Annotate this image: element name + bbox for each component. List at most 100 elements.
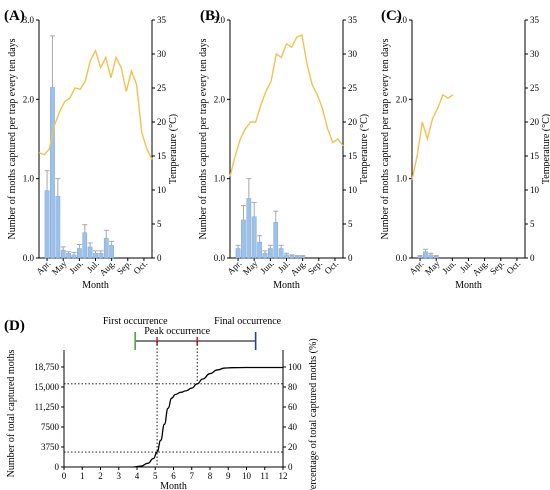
bar: [87, 246, 93, 259]
y-tick-label: 2.0: [396, 94, 408, 104]
x-tick-label: May: [423, 258, 442, 277]
y2-tick-label: 20: [530, 117, 540, 127]
bar: [103, 237, 109, 259]
x-tick-label: Apr.: [34, 258, 52, 276]
y2-tick-label: 0: [348, 253, 353, 263]
y2-tick-label: 0: [288, 462, 293, 472]
temperature-line: [38, 48, 153, 160]
x-tick-label: Sep.: [115, 258, 133, 276]
y2-tick-label: 100: [288, 362, 302, 372]
x-tick-label: Jun.: [440, 258, 458, 276]
panel-c: (C) 0.0 1.0 2.0 3.0 0 5 10 15 20 25 30 35 Apr.MayJun.…: [380, 8, 550, 291]
y2-axis-title: Temperature (°C): [359, 114, 370, 184]
y2-tick-label: 80: [288, 382, 298, 392]
y-tick-label: 18,750: [34, 362, 59, 372]
bar: [77, 248, 82, 259]
x-tick-label: Apr.: [407, 258, 425, 276]
bar: [44, 190, 50, 259]
y2-tick-label: 25: [530, 83, 540, 93]
y2-tick-label: 0: [157, 253, 162, 263]
y2-tick-label: 15: [530, 151, 540, 161]
y-tick-label: 1.0: [396, 174, 408, 184]
y-axis-title: Number of moths captured per trap every …: [380, 38, 391, 239]
y2-tick-label: 5: [157, 219, 162, 229]
x-tick-label: 12: [279, 471, 288, 481]
temperature-line: [411, 93, 454, 180]
x-tick-label: Aug.: [288, 258, 308, 278]
y-axis-title: Number of total captured moths: [6, 350, 17, 478]
bar: [93, 253, 98, 259]
y2-tick-label: 10: [348, 185, 358, 195]
panel-label: (B): [200, 8, 220, 24]
y-tick-label: 1.0: [23, 174, 35, 184]
y-tick-label: 15,000: [34, 382, 59, 392]
x-tick-label: Oct.: [504, 258, 522, 276]
y2-axis-title: Percentage of total captured moths (%): [308, 338, 319, 490]
x-tick-label: 9: [226, 471, 231, 481]
y-tick-label: 2.0: [23, 94, 35, 104]
y2-tick-label: 10: [530, 185, 540, 195]
x-axis-title: Month: [455, 280, 482, 291]
x-axis-title: Month: [82, 280, 109, 291]
bar: [257, 241, 262, 259]
bar: [289, 255, 295, 259]
y2-tick-label: 20: [157, 117, 167, 127]
bar: [246, 198, 252, 259]
final-occurrence-label: Final occurrence: [214, 316, 281, 327]
bar: [98, 253, 104, 259]
bar: [273, 222, 279, 259]
x-tick-label: 5: [153, 471, 158, 481]
x-tick-label: Oct.: [131, 258, 149, 276]
bar: [268, 248, 273, 259]
y2-tick-label: 35: [530, 15, 540, 25]
bar: [55, 195, 61, 259]
x-tick-label: Aug.: [470, 258, 490, 278]
y2-tick-label: 15: [348, 151, 358, 161]
y-tick-label: 0: [55, 462, 60, 472]
y2-axis-title: Temperature (°C): [541, 114, 550, 184]
y2-tick-label: 5: [348, 219, 353, 229]
bar: [235, 248, 241, 259]
y2-tick-label: 10: [157, 185, 167, 195]
panel-a: (A) 0.0 1.0 2.0 3.0 0 5 10 15 20 25 30 35 Apr.MayJun.…: [4, 8, 179, 291]
y2-tick-label: 20: [288, 442, 298, 452]
bar: [428, 254, 434, 259]
y-tick-label: 11,250: [35, 402, 60, 412]
bar: [251, 216, 257, 259]
y2-tick-label: 35: [157, 15, 167, 25]
bar: [82, 232, 88, 259]
bar: [60, 249, 66, 259]
x-tick-label: Aug.: [97, 258, 117, 278]
first-occurrence-label: First occurrence: [103, 316, 168, 327]
cumulative-curve: [133, 366, 283, 468]
y2-tick-label: 15: [157, 151, 167, 161]
bar: [109, 245, 114, 259]
bar: [50, 87, 55, 259]
y-tick-label: 0.0: [214, 253, 226, 263]
bar: [417, 256, 423, 259]
y2-tick-label: 25: [348, 83, 358, 93]
peak-occurrence-label: Peak occurrence: [144, 326, 210, 337]
bar: [278, 248, 284, 259]
y-axis-title: Number of moths captured per trap every …: [198, 38, 209, 239]
bar: [284, 254, 289, 259]
y2-tick-label: 30: [157, 49, 167, 59]
y2-tick-label: 40: [288, 422, 298, 432]
x-tick-label: Jun.: [258, 258, 276, 276]
x-tick-label: Sep.: [306, 258, 324, 276]
y2-tick-label: 25: [157, 83, 167, 93]
bar: [71, 254, 77, 259]
x-tick-label: 2: [98, 471, 103, 481]
y-axis-title: Number of moths captured per trap every …: [7, 38, 18, 239]
y-tick-label: 1.0: [214, 174, 226, 184]
y2-tick-label: 20: [348, 117, 358, 127]
y-tick-label: 0.0: [23, 253, 35, 263]
y-tick-label: 3.0: [214, 15, 226, 25]
panel-label: (A): [4, 8, 25, 24]
bar: [300, 256, 305, 259]
x-tick-label: 11: [260, 471, 269, 481]
panel-label: (C): [381, 8, 402, 24]
x-tick-label: Oct.: [322, 258, 340, 276]
x-tick-label: Apr.: [225, 258, 243, 276]
